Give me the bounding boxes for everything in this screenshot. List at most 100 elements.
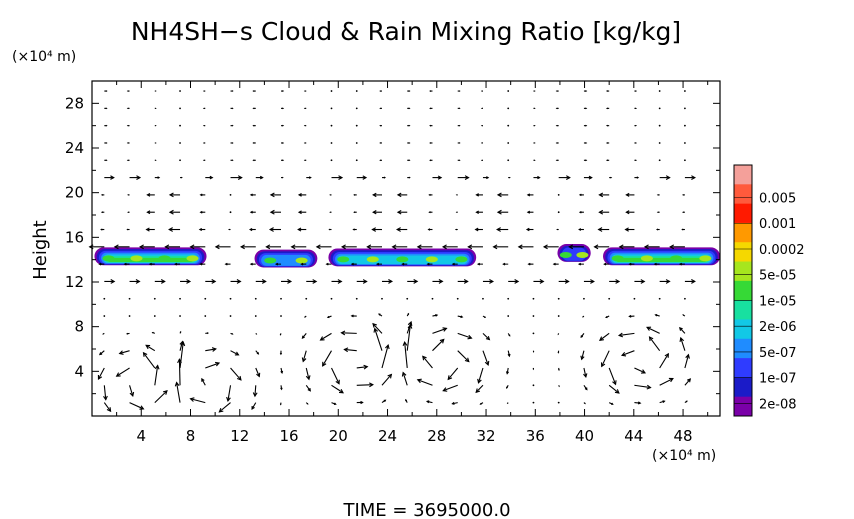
wind-vector bbox=[381, 373, 393, 386]
wind-vector bbox=[609, 176, 613, 179]
wind-vector bbox=[104, 90, 108, 92]
wind-vector bbox=[104, 159, 108, 162]
wind-vector bbox=[684, 378, 692, 386]
colorbar-swatch bbox=[734, 222, 752, 243]
wind-vector bbox=[249, 193, 256, 197]
colorbar-label: 2e-06 bbox=[759, 320, 797, 335]
cloud-patch-1 bbox=[94, 247, 207, 266]
wind-vector bbox=[583, 367, 588, 378]
wind-vector bbox=[126, 142, 130, 144]
wind-vector bbox=[583, 279, 595, 284]
wind-vector bbox=[656, 194, 660, 196]
cloud-patch-2 bbox=[254, 249, 318, 268]
wind-vector bbox=[229, 194, 232, 196]
wind-vector bbox=[381, 297, 383, 300]
wind-vector bbox=[126, 159, 130, 162]
wind-vector bbox=[355, 142, 358, 144]
wind-vector bbox=[608, 367, 617, 386]
wind-vector bbox=[684, 400, 688, 404]
wind-vector bbox=[330, 124, 333, 127]
wind-vector bbox=[432, 338, 445, 352]
wind-vector bbox=[577, 262, 584, 266]
wind-vector bbox=[507, 90, 510, 92]
wind-vector bbox=[684, 107, 686, 110]
wind-vector bbox=[146, 210, 155, 215]
wind-vector bbox=[199, 193, 206, 197]
wind-vector bbox=[599, 332, 610, 341]
wind-vector bbox=[659, 352, 669, 369]
wind-vector bbox=[297, 193, 307, 197]
wind-vector bbox=[634, 367, 647, 374]
wind-vector bbox=[100, 228, 105, 231]
wind-vector bbox=[179, 315, 181, 317]
wind-vector bbox=[406, 312, 410, 317]
wind-vector bbox=[279, 402, 282, 406]
wind-vector bbox=[583, 402, 586, 405]
wind-vector bbox=[205, 347, 217, 352]
wind-vector bbox=[315, 244, 332, 250]
wind-vector bbox=[432, 327, 448, 334]
x-tick-label: 36 bbox=[526, 427, 545, 445]
wind-vector bbox=[326, 315, 332, 319]
wind-vector bbox=[609, 279, 621, 284]
colorbar-label: 0.005 bbox=[759, 192, 796, 207]
wind-vector bbox=[154, 279, 166, 284]
wind-vector bbox=[558, 367, 560, 372]
wind-vector bbox=[451, 401, 458, 405]
x-tick-label: 24 bbox=[378, 427, 397, 445]
wind-vector bbox=[372, 210, 382, 215]
wind-vector bbox=[205, 279, 217, 284]
wind-vector bbox=[669, 244, 685, 250]
wind-vector bbox=[104, 124, 108, 127]
wind-vector bbox=[254, 297, 257, 300]
wind-vector bbox=[507, 124, 510, 127]
wind-vector bbox=[427, 228, 433, 231]
wind-vector bbox=[405, 398, 408, 403]
wind-vector bbox=[113, 244, 130, 250]
wind-vector bbox=[303, 159, 307, 162]
colorbar-swatch bbox=[734, 396, 752, 417]
wind-vector bbox=[533, 279, 545, 284]
wind-vector bbox=[428, 211, 433, 214]
wind-vector bbox=[552, 262, 559, 266]
wind-vector bbox=[179, 330, 182, 334]
wind-vector bbox=[297, 210, 307, 215]
wind-vector bbox=[475, 193, 483, 197]
wind-vector bbox=[281, 176, 284, 179]
wind-vector bbox=[678, 262, 685, 266]
wind-vector bbox=[303, 124, 307, 127]
wind-vector bbox=[252, 124, 256, 127]
wind-vector bbox=[643, 244, 660, 250]
wind-vector bbox=[151, 331, 156, 334]
wind-vector bbox=[558, 279, 570, 284]
y-unit-label: (×10⁴ m) bbox=[12, 49, 76, 65]
wind-vector bbox=[477, 367, 484, 384]
wind-vector bbox=[557, 297, 560, 300]
wind-vector bbox=[684, 353, 690, 369]
colorbar-swatch bbox=[734, 165, 752, 185]
wind-vector bbox=[305, 367, 311, 381]
wind-vector bbox=[429, 142, 433, 144]
wind-vector bbox=[230, 332, 234, 335]
wind-vector bbox=[634, 159, 638, 162]
wind-vector bbox=[634, 142, 638, 144]
wind-vector bbox=[126, 107, 130, 110]
wind-vector bbox=[204, 297, 207, 300]
wind-vector bbox=[557, 194, 560, 196]
wind-vector bbox=[457, 142, 461, 144]
wind-vector bbox=[103, 385, 108, 401]
wind-vector bbox=[605, 159, 610, 162]
wind-vector bbox=[682, 211, 685, 214]
wind-vector bbox=[532, 315, 535, 317]
time-footer: TIME = 3695000.0 bbox=[342, 500, 510, 519]
wind-vector bbox=[406, 323, 413, 351]
wind-vector bbox=[330, 297, 333, 300]
wind-vector bbox=[249, 210, 256, 214]
wind-vector bbox=[100, 193, 105, 196]
wind-vector bbox=[355, 297, 358, 300]
wind-vector bbox=[269, 192, 282, 198]
wind-vector bbox=[555, 124, 559, 127]
wind-vector bbox=[381, 176, 387, 179]
wind-vector bbox=[476, 262, 483, 266]
